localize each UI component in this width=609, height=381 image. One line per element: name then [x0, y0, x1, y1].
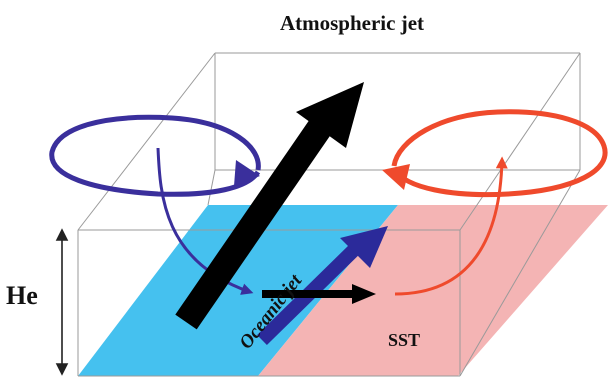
warm-circulation-cell: [382, 109, 608, 296]
warm-circulation-arrowhead: [382, 164, 410, 190]
box-front-edges: [77, 52, 581, 377]
warm-rising-branch: [394, 156, 508, 296]
height-arrow: [55, 228, 69, 376]
atmospheric-jet-label: Atmospheric jet: [280, 11, 424, 35]
atmospheric-jet-arrow: [175, 82, 364, 330]
height-label: He: [6, 281, 38, 310]
surface-flow-arrow: [262, 284, 376, 304]
warm-sst-region: [258, 205, 608, 376]
cold-sst-region: [78, 205, 398, 376]
cold-circulation-arrowhead: [234, 160, 260, 186]
sst-label: SST: [388, 330, 420, 350]
